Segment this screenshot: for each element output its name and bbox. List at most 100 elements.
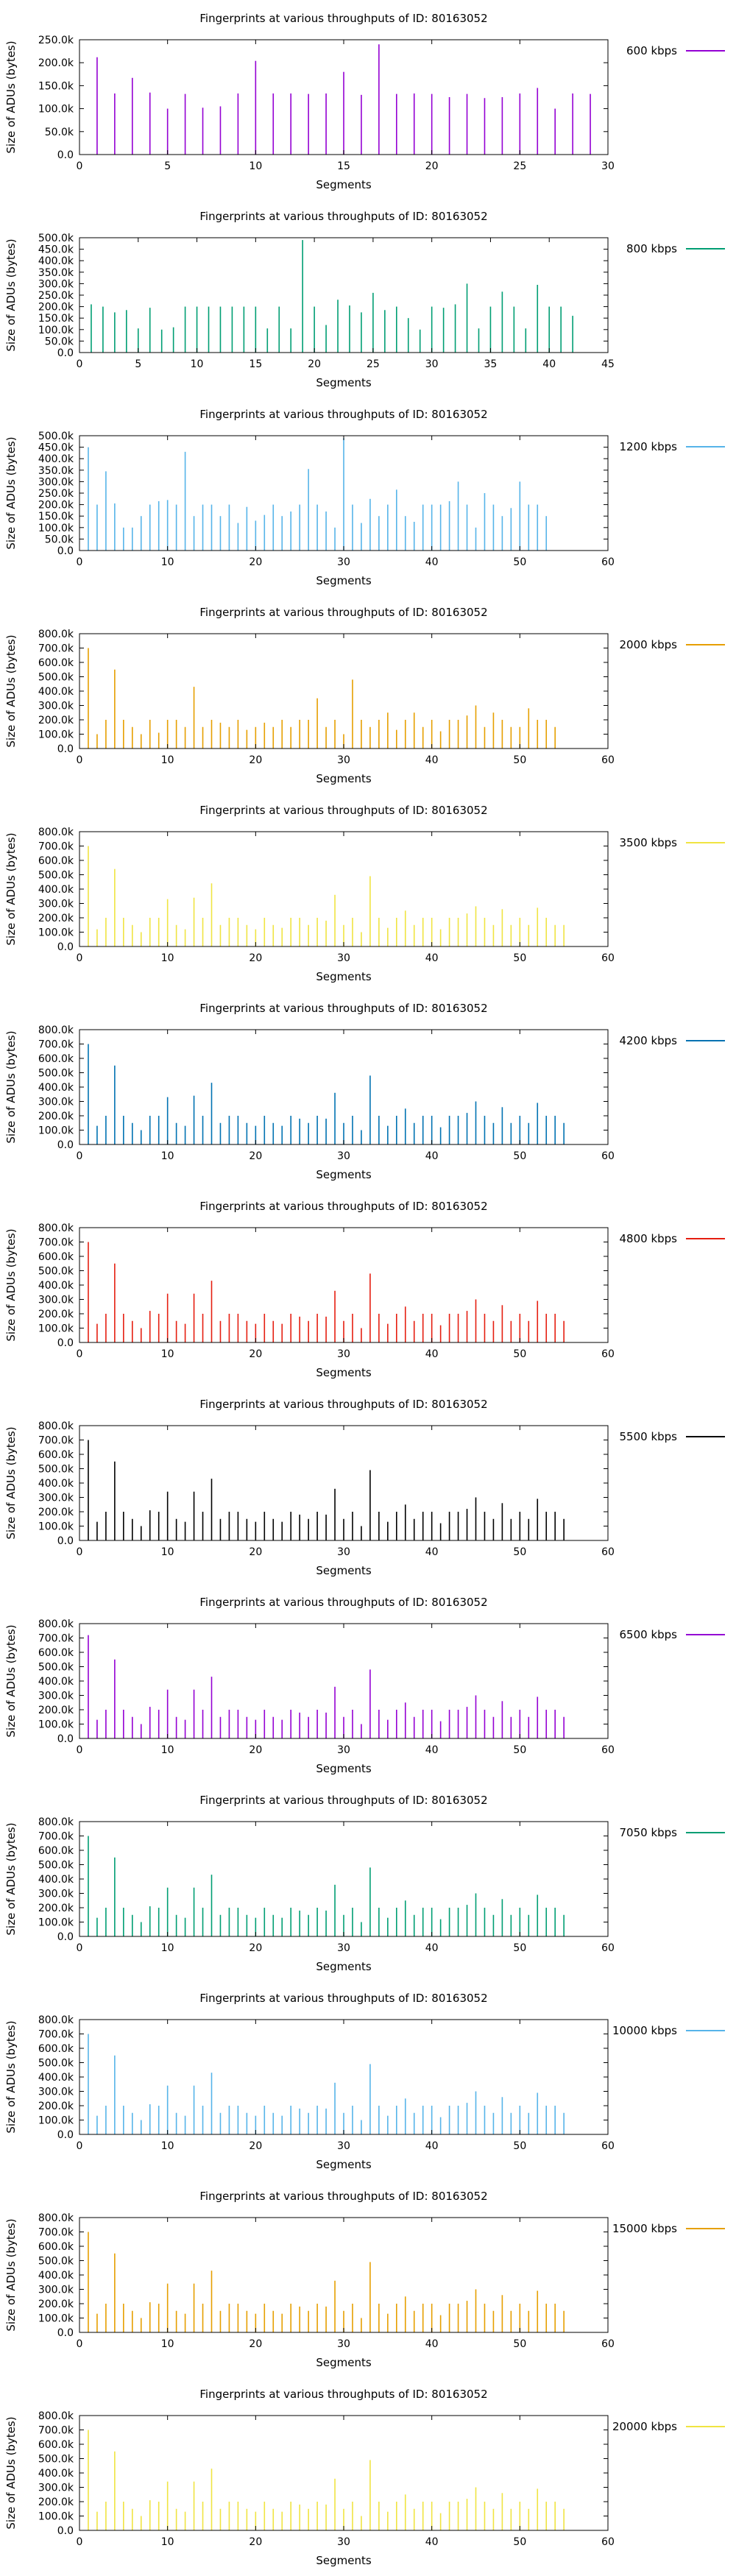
legend-label: 6500 kbps	[620, 1628, 678, 1641]
y-tick-label: 500.0k	[38, 1662, 74, 1674]
chart-title: Fingerprints at various throughputs of I…	[199, 1794, 487, 1807]
y-tick-label: 400.0k	[38, 453, 74, 465]
x-tick-label: 45	[601, 358, 615, 370]
y-tick-label: 100.0k	[38, 104, 74, 116]
x-tick-label: 50	[513, 952, 526, 964]
x-tick-label: 0	[77, 1744, 83, 1756]
chart-title: Fingerprints at various throughputs of I…	[199, 1596, 487, 1609]
y-tick-label: 0.0	[57, 743, 74, 755]
x-tick-label: 30	[337, 1546, 350, 1558]
x-axis-label: Segments	[316, 1762, 372, 1775]
y-tick-label: 350.0k	[38, 465, 74, 477]
x-tick-label: 30	[337, 2338, 350, 2350]
y-axis-label: Size of ADUs (bytes)	[4, 634, 18, 747]
x-tick-label: 0	[77, 2338, 83, 2350]
plot-border	[79, 2415, 609, 2531]
bar-chart: Fingerprints at various throughputs of I…	[4, 210, 725, 389]
x-axis-label: Segments	[316, 1960, 372, 1973]
y-tick-label: 600.0k	[38, 1251, 74, 1263]
y-tick-label: 400.0k	[38, 1280, 74, 1292]
y-tick-label: 700.0k	[38, 1039, 74, 1051]
chart-title: Fingerprints at various throughputs of I…	[199, 2190, 487, 2203]
y-tick-label: 600.0k	[38, 2439, 74, 2451]
x-tick-label: 30	[337, 1150, 350, 1162]
x-tick-label: 50	[513, 2536, 526, 2548]
y-tick-label: 600.0k	[38, 855, 74, 867]
y-tick-label: 100.0k	[38, 2313, 74, 2325]
x-tick-label: 10	[161, 1744, 174, 1756]
x-tick-label: 15	[249, 358, 262, 370]
x-tick-label: 30	[601, 160, 615, 172]
bar-chart: Fingerprints at various throughputs of I…	[4, 1596, 725, 1775]
x-tick-label: 50	[513, 2140, 526, 2152]
legend-label: 600 kbps	[626, 44, 677, 57]
y-tick-label: 400.0k	[38, 2072, 74, 2084]
y-tick-label: 800.0k	[38, 1025, 74, 1036]
y-tick-label: 800.0k	[38, 827, 74, 838]
y-tick-label: 300.0k	[38, 2087, 74, 2098]
y-tick-label: 400.0k	[38, 1082, 74, 1094]
y-tick-label: 500.0k	[38, 2454, 74, 2466]
y-tick-label: 200.0k	[38, 57, 74, 69]
legend-label: 2000 kbps	[620, 638, 678, 651]
x-tick-label: 40	[425, 2140, 439, 2152]
x-tick-label: 60	[601, 1942, 615, 1954]
x-tick-label: 50	[513, 1942, 526, 1954]
x-tick-label: 60	[601, 952, 615, 964]
chart-panel: Fingerprints at various throughputs of I…	[0, 1782, 736, 1980]
y-tick-label: 200.0k	[38, 1507, 74, 1518]
y-tick-label: 800.0k	[38, 1816, 74, 1828]
y-tick-label: 300.0k	[38, 1691, 74, 1702]
x-tick-label: 60	[601, 1348, 615, 1360]
y-tick-label: 600.0k	[38, 1053, 74, 1065]
y-tick-label: 400.0k	[38, 1478, 74, 1490]
x-tick-label: 20	[249, 556, 262, 568]
plot-border	[79, 1029, 609, 1145]
y-tick-label: 500.0k	[38, 2058, 74, 2070]
y-tick-label: 200.0k	[38, 2101, 74, 2112]
x-axis-label: Segments	[316, 178, 372, 191]
x-tick-label: 60	[601, 1546, 615, 1558]
x-axis-label: Segments	[316, 2554, 372, 2567]
chart-title: Fingerprints at various throughputs of I…	[199, 1992, 487, 2005]
y-tick-label: 300.0k	[38, 476, 74, 488]
x-axis-label: Segments	[316, 1564, 372, 1577]
y-tick-label: 700.0k	[38, 643, 74, 655]
x-tick-label: 60	[601, 1744, 615, 1756]
y-tick-label: 600.0k	[38, 1845, 74, 1857]
x-tick-label: 20	[249, 1150, 262, 1162]
y-tick-label: 100.0k	[38, 2511, 74, 2523]
plot-border	[79, 1227, 609, 1343]
y-tick-label: 150.0k	[38, 80, 74, 92]
y-tick-label: 200.0k	[38, 1309, 74, 1320]
plot-border	[79, 1821, 609, 1937]
x-tick-label: 10	[161, 2140, 174, 2152]
x-tick-label: 20	[249, 2536, 262, 2548]
y-axis-label: Size of ADUs (bytes)	[4, 40, 18, 153]
chart-title: Fingerprints at various throughputs of I…	[199, 2388, 487, 2401]
x-tick-label: 0	[77, 160, 83, 172]
y-tick-label: 200.0k	[38, 1903, 74, 1914]
y-tick-label: 600.0k	[38, 2241, 74, 2253]
y-tick-label: 450.0k	[38, 442, 74, 454]
y-axis-label: Size of ADUs (bytes)	[4, 1822, 18, 1935]
chart-panel: Fingerprints at various throughputs of I…	[0, 1188, 736, 1386]
plot-border	[79, 2019, 609, 2135]
plot-border	[79, 1623, 609, 1739]
y-tick-label: 300.0k	[38, 2285, 74, 2296]
y-tick-label: 100.0k	[38, 1917, 74, 1929]
x-tick-label: 5	[135, 358, 141, 370]
y-tick-label: 500.0k	[38, 233, 74, 244]
bar-chart: Fingerprints at various throughputs of I…	[4, 408, 725, 587]
x-tick-label: 40	[425, 754, 439, 766]
bar-chart: Fingerprints at various throughputs of I…	[4, 606, 725, 785]
x-axis-label: Segments	[316, 376, 372, 389]
y-tick-label: 100.0k	[38, 1125, 74, 1137]
x-tick-label: 10	[161, 2338, 174, 2350]
y-tick-label: 0.0	[57, 2327, 74, 2339]
chart-panel: Fingerprints at various throughputs of I…	[0, 990, 736, 1188]
y-tick-label: 0.0	[57, 545, 74, 557]
y-tick-label: 700.0k	[38, 1831, 74, 1843]
x-axis-label: Segments	[316, 970, 372, 983]
y-tick-label: 800.0k	[38, 2410, 74, 2422]
